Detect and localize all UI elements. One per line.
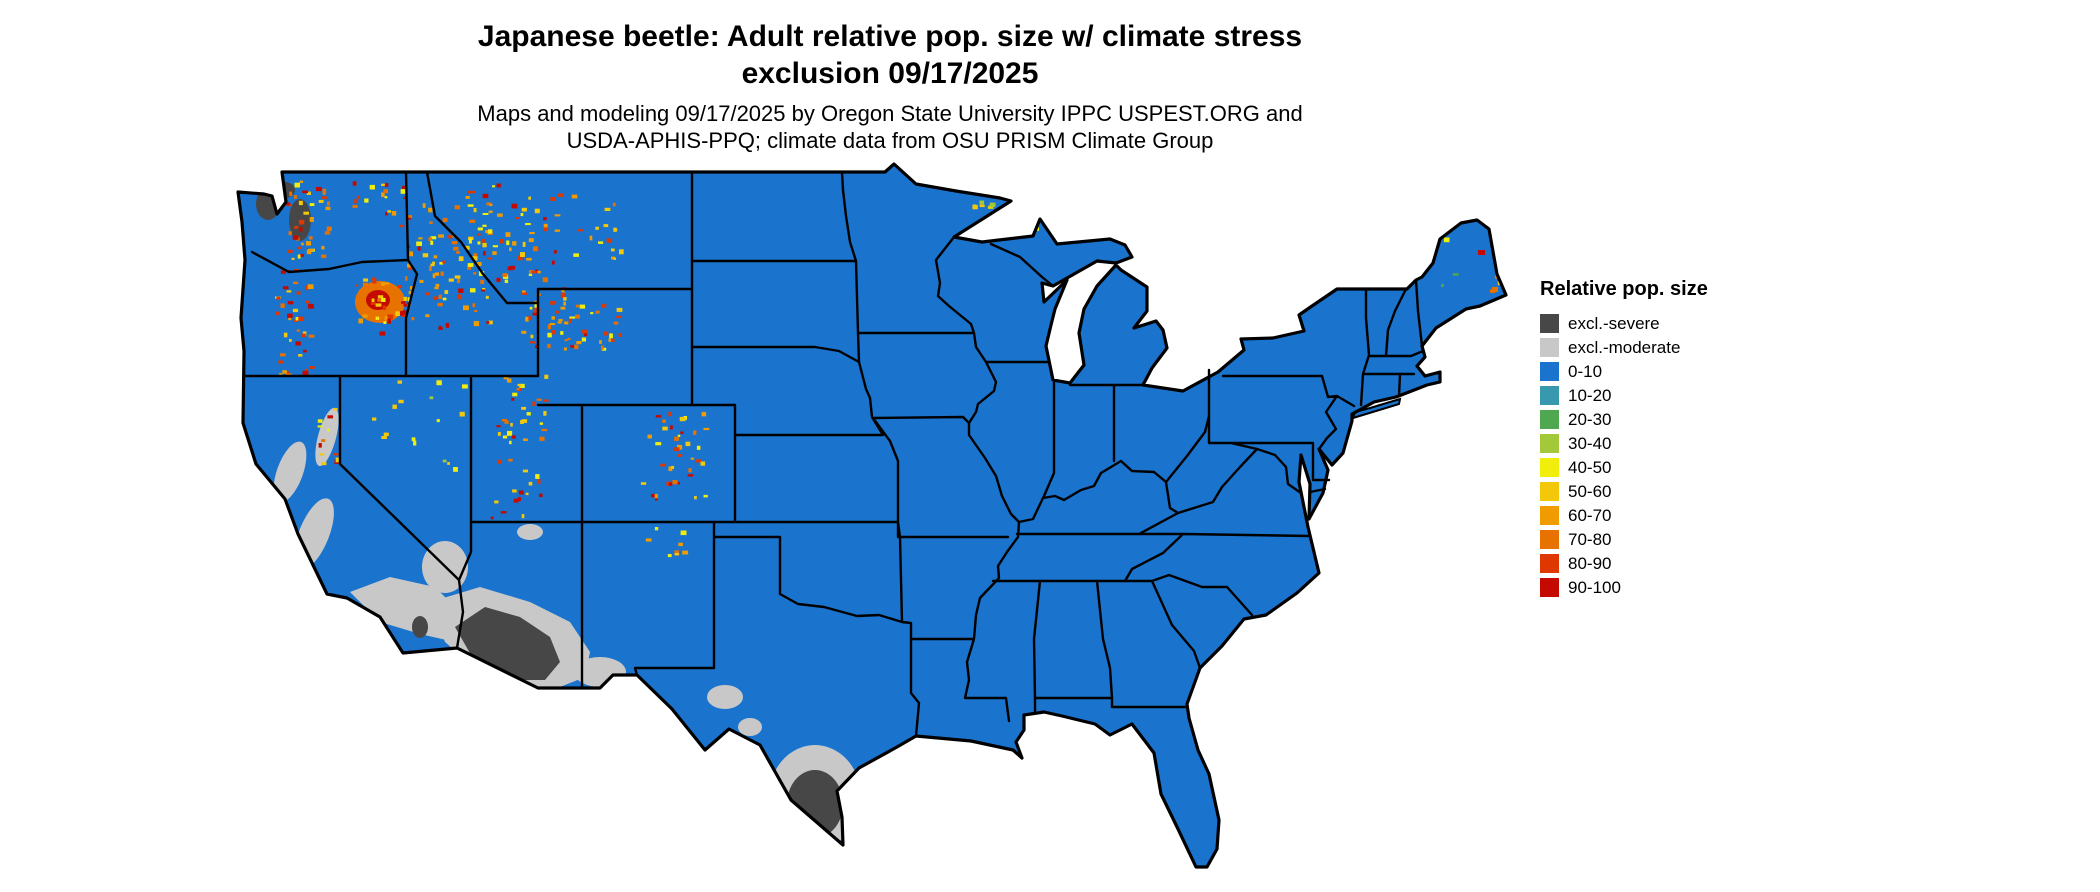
- legend-item: 20-30: [1540, 407, 1800, 431]
- legend-item: 0-10: [1540, 359, 1800, 383]
- legend-swatch: [1540, 553, 1559, 573]
- legend-swatch: [1540, 505, 1559, 525]
- legend-label: 80-90: [1568, 553, 1612, 573]
- legend-swatch: [1540, 481, 1559, 501]
- legend-swatch: [1540, 385, 1559, 405]
- legend-label: 40-50: [1568, 457, 1612, 477]
- legend-label: 20-30: [1568, 409, 1612, 429]
- legend-title: Relative pop. size: [1540, 278, 1708, 300]
- us-outline: [236, 162, 1508, 869]
- us-map-svg: [236, 162, 1508, 869]
- legend-item: 40-50: [1540, 455, 1800, 479]
- legend-swatch: [1540, 577, 1559, 597]
- legend-label: excl.-severe: [1568, 313, 1660, 333]
- legend-item: 90-100: [1540, 575, 1800, 599]
- legend-label: 50-60: [1568, 481, 1612, 501]
- legend-item: 60-70: [1540, 503, 1800, 527]
- legend-label: excl.-moderate: [1568, 337, 1681, 357]
- legend-item: excl.-moderate: [1540, 335, 1800, 359]
- us-landmass: [238, 164, 1506, 867]
- legend-swatch: [1540, 313, 1559, 333]
- subtitle-line-1: Maps and modeling 09/17/2025 by Oregon S…: [477, 101, 1303, 126]
- legend-items: excl.-severe excl.-moderate 0-10 10-20 20-30…: [1540, 311, 1800, 599]
- legend-label: 90-100: [1568, 577, 1621, 597]
- title-line-2: exclusion 09/17/2025: [741, 57, 1039, 90]
- legend-swatch: [1540, 361, 1559, 381]
- legend-item: 30-40: [1540, 431, 1800, 455]
- state-borders: [242, 170, 1425, 738]
- legend-swatch: [1540, 409, 1559, 429]
- legend-swatch: [1540, 433, 1559, 453]
- legend-item: 50-60: [1540, 479, 1800, 503]
- legend-label: 10-20: [1568, 385, 1612, 405]
- title-line-1: Japanese beetle: Adult relative pop. siz…: [477, 20, 1303, 53]
- legend-item: 80-90: [1540, 551, 1800, 575]
- legend-swatch: [1540, 337, 1559, 357]
- figure-subtitle: Maps and modeling 09/17/2025 by Oregon S…: [250, 100, 1530, 154]
- legend-label: 30-40: [1568, 433, 1612, 453]
- legend-label: 60-70: [1568, 505, 1612, 525]
- legend-item: 70-80: [1540, 527, 1800, 551]
- legend-label: 0-10: [1568, 361, 1603, 381]
- legend-item: 10-20: [1540, 383, 1800, 407]
- legend-swatch: [1540, 457, 1559, 477]
- subtitle-line-2: USDA-APHIS-PPQ; climate data from OSU PR…: [566, 128, 1214, 153]
- legend-item: excl.-severe: [1540, 311, 1800, 335]
- legend-swatch: [1540, 529, 1559, 549]
- legend-label: 70-80: [1568, 529, 1612, 549]
- us-map: [230, 160, 1510, 872]
- figure-title: Japanese beetle: Adult relative pop. siz…: [250, 18, 1530, 92]
- map-legend: Relative pop. size excl.-severe excl.-mod…: [1540, 278, 1800, 599]
